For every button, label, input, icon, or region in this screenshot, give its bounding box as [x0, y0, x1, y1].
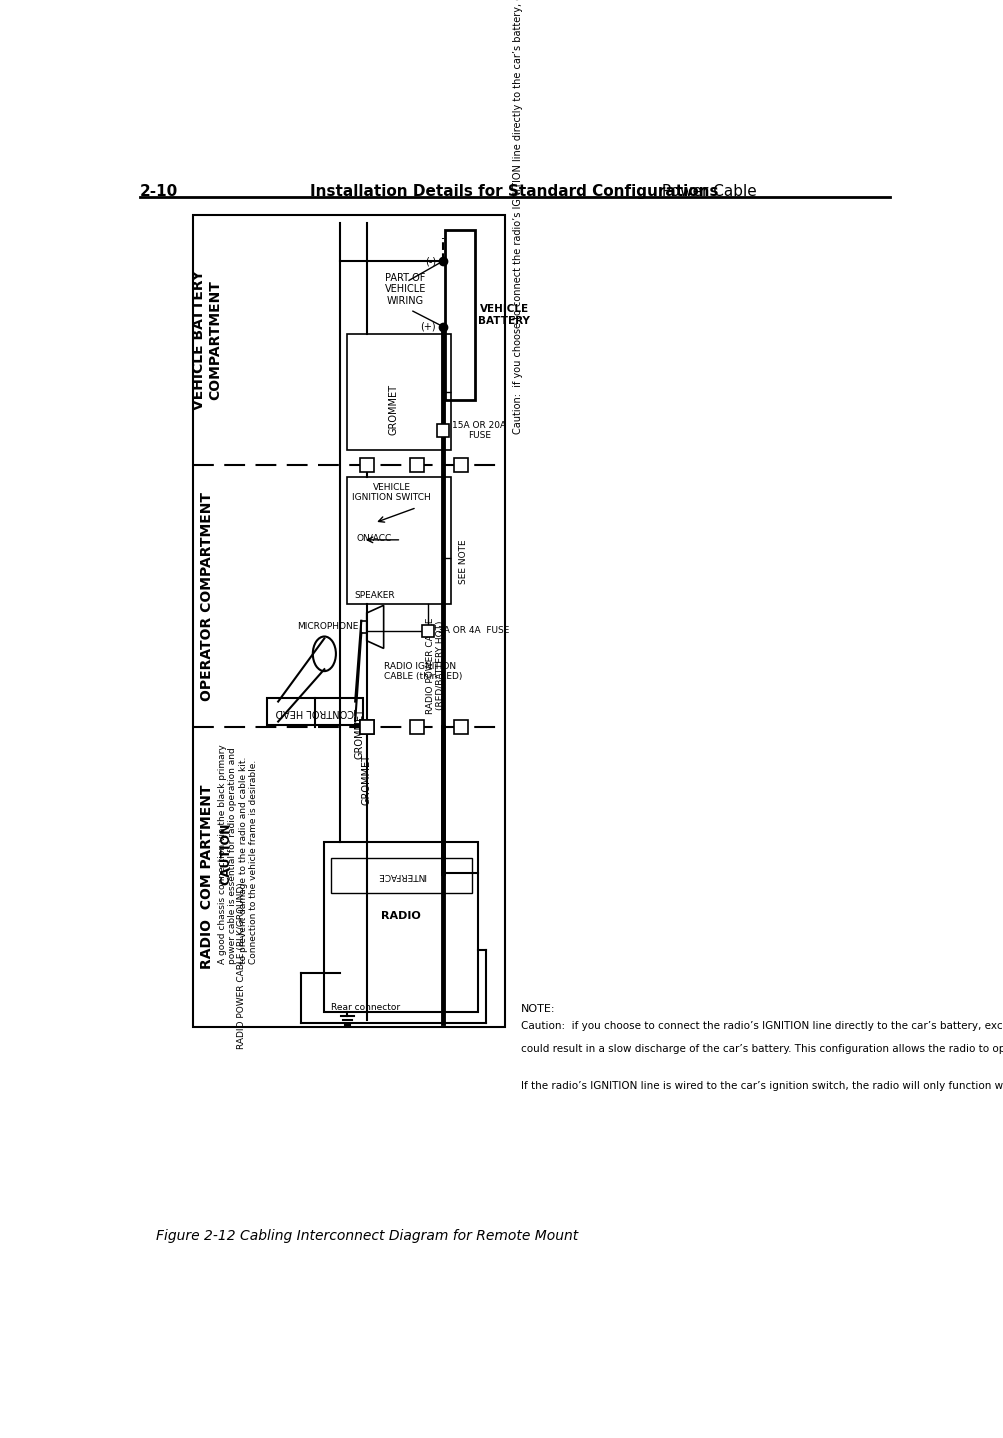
- Bar: [409, 720, 423, 733]
- Text: A good chassis connection via the black primary
power cable is essential for rad: A good chassis connection via the black …: [218, 743, 258, 963]
- Bar: [324, 843, 477, 1012]
- Bar: [454, 720, 467, 733]
- Text: CAUTION: CAUTION: [219, 823, 232, 886]
- Bar: [347, 477, 451, 604]
- Text: could result in a slow discharge of the car’s battery. This configuration allows: could result in a slow discharge of the …: [521, 1044, 1003, 1054]
- Text: SPEAKER: SPEAKER: [354, 591, 395, 600]
- Text: RADIO POWER CABLE (BLK/GROUND): RADIO POWER CABLE (BLK/GROUND): [237, 883, 246, 1050]
- Bar: [330, 858, 471, 893]
- Text: OPERATOR COMPARTMENT: OPERATOR COMPARTMENT: [201, 492, 214, 700]
- Bar: [359, 720, 373, 733]
- Bar: [444, 230, 474, 400]
- Text: GROMMET: GROMMET: [361, 754, 371, 805]
- Text: RADIO: RADIO: [381, 910, 421, 920]
- Text: (+): (+): [420, 322, 435, 332]
- Text: Figure 2-12 Cabling Interconnect Diagram for Remote Mount: Figure 2-12 Cabling Interconnect Diagram…: [155, 1229, 578, 1242]
- Text: NOTE:: NOTE:: [521, 1004, 555, 1014]
- Text: 15A OR 20A
FUSE: 15A OR 20A FUSE: [451, 421, 506, 440]
- Text: 2-10: 2-10: [139, 184, 178, 198]
- Text: GROMMET: GROMMET: [388, 384, 398, 436]
- Bar: [409, 459, 423, 472]
- Text: INTERFACE: INTERFACE: [376, 870, 425, 880]
- Bar: [359, 720, 373, 733]
- Bar: [421, 624, 434, 637]
- Bar: [454, 459, 467, 472]
- Text: RADIO  COM PARTMENT: RADIO COM PARTMENT: [201, 785, 214, 969]
- Bar: [359, 459, 373, 472]
- Bar: [361, 621, 366, 633]
- Text: CONTROL HEAD: CONTROL HEAD: [275, 706, 354, 716]
- Bar: [194, 214, 505, 1027]
- Text: VEHICLE
IGNITION SWITCH: VEHICLE IGNITION SWITCH: [352, 483, 430, 502]
- Text: Caution:  if you choose to connect the radio’s IGNITION line directly to the car: Caution: if you choose to connect the ra…: [521, 1021, 1003, 1031]
- Text: (-): (-): [424, 256, 435, 266]
- Bar: [436, 424, 448, 437]
- Text: MICROPHONE: MICROPHONE: [297, 621, 358, 631]
- Text: SEE NOTE: SEE NOTE: [458, 539, 467, 584]
- Text: Power Cable: Power Cable: [656, 184, 756, 198]
- Text: If the radio’s IGNITION line is wired to the car’s ignition switch, the radio wi: If the radio’s IGNITION line is wired to…: [521, 1081, 1003, 1091]
- Text: PART OF
VEHICLE
WIRING: PART OF VEHICLE WIRING: [384, 273, 425, 306]
- Text: VEHICLE
BATTERY: VEHICLE BATTERY: [477, 305, 530, 326]
- Text: RADIO IGNITION
CABLE (thin RED): RADIO IGNITION CABLE (thin RED): [384, 661, 462, 682]
- Text: GROMMET: GROMMET: [354, 707, 364, 759]
- Text: ON/ACC: ON/ACC: [356, 533, 391, 542]
- Text: Rear connector: Rear connector: [330, 1002, 399, 1011]
- Text: RADIO POWER CABLE
(RED/BATTERY HOT): RADIO POWER CABLE (RED/BATTERY HOT): [425, 617, 444, 713]
- Bar: [267, 697, 362, 725]
- Text: 3A OR 4A  FUSE: 3A OR 4A FUSE: [437, 626, 509, 636]
- Text: VEHICLE BATTERY
COMPARTMENT: VEHICLE BATTERY COMPARTMENT: [192, 270, 223, 410]
- Bar: [347, 334, 451, 450]
- Text: Installation Details for Standard Configurations: Installation Details for Standard Config…: [310, 184, 718, 198]
- Text: Caution:  if you choose to connect the radio’s IGNITION line directly to the car: Caution: if you choose to connect the ra…: [513, 0, 523, 434]
